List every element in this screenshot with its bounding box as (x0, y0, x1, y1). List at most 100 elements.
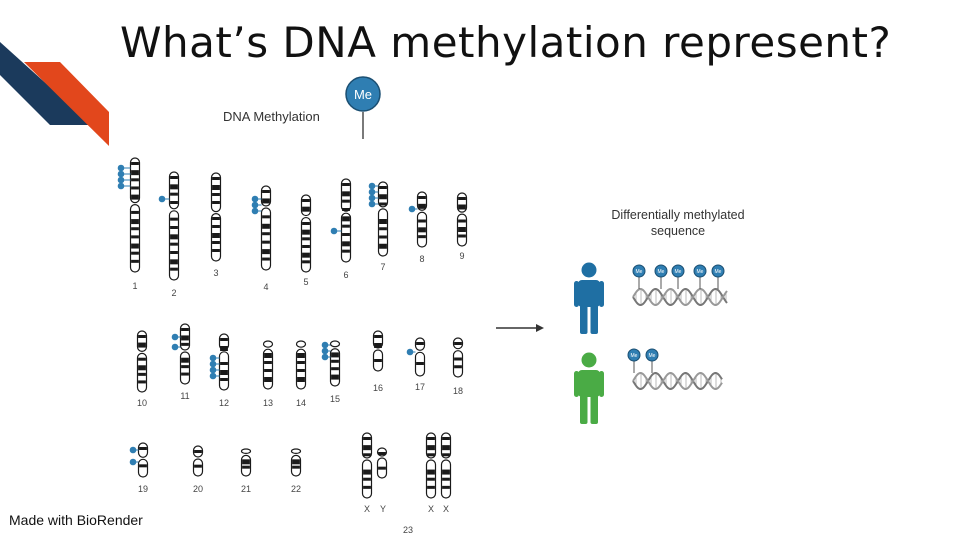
methyl-tag-icon (645, 348, 659, 362)
chromosome-3-band (212, 225, 220, 228)
chromosome-11-band (181, 357, 189, 363)
chromosome-3-band (212, 241, 220, 244)
chromosome-15-band (331, 359, 339, 363)
methyl-mark-icon (171, 343, 179, 351)
methyl-mark-icon (251, 195, 259, 203)
chromosome-6-band (342, 199, 350, 203)
chromosome-x-mid-band (427, 485, 435, 489)
chromosome-19 (129, 442, 149, 478)
chromosome-x-left-band (363, 445, 371, 451)
chromosome-18-q-arm (452, 350, 464, 378)
chromosome-13-band (264, 369, 272, 372)
person-green-icon (574, 352, 604, 424)
chromosome-10 (136, 330, 148, 393)
chromosome-14-band (297, 361, 305, 364)
chromosome-1-band (131, 186, 139, 190)
chromosome-6-band (342, 191, 350, 197)
chromosome-14 (295, 340, 307, 390)
chromosome-4-band (262, 232, 270, 236)
chromosome-5-band (302, 245, 310, 248)
chromosome-8-band (418, 227, 426, 233)
chromosome-11-band (181, 342, 189, 346)
chromosome-12 (209, 333, 230, 391)
chromosome-number-label: 20 (193, 484, 203, 494)
accent-orange-stripe (24, 62, 109, 146)
chromosome-1-band (131, 194, 139, 200)
chromosome-16-band (374, 343, 382, 348)
me-label: Me (354, 87, 372, 102)
sex-chromosome-label: X (428, 504, 434, 514)
chromosome-number-label: 18 (453, 386, 463, 396)
methyl-mark-icon (408, 205, 416, 213)
chromosome-number-label: 22 (291, 484, 301, 494)
chromosome-7-band (379, 186, 387, 189)
chromosome-x-left-band (363, 453, 371, 457)
chromosome-2-band (170, 259, 178, 265)
chromosome-9-band (458, 204, 466, 210)
chromosome-15 (321, 340, 341, 387)
methyl-mark-icon (117, 164, 125, 172)
methyl-mark-icon (251, 201, 259, 209)
chromosome-9-band (458, 197, 466, 200)
slide-title: What’s DNA methylation represent? (120, 18, 892, 67)
chromosome-22-band (292, 465, 300, 469)
chromosome-x-right-band (442, 485, 450, 489)
chromosome-16-band (374, 335, 382, 338)
methyl-mark-icon (321, 341, 329, 349)
chromosome-1-band (131, 170, 139, 176)
chromosome-x-mid-band (427, 477, 435, 481)
methyl-tag-icon (632, 264, 646, 278)
chromosome-8-band (418, 196, 426, 199)
chromosome-number-label: 17 (415, 382, 425, 392)
chromosome-x-right-band (442, 445, 450, 451)
chromosome-16 (372, 330, 384, 372)
chromosome-6-band (342, 233, 350, 236)
chromosome-20-band (194, 450, 202, 453)
chromosome-number-label: 3 (213, 268, 218, 278)
corner-accent-shape (0, 42, 109, 146)
chromosome-9-band (458, 234, 466, 238)
methyl-mark-icon (129, 446, 137, 454)
chromosome-number-label: 12 (219, 398, 229, 408)
chromosome-5-band (302, 222, 310, 225)
chromosome-18-band (454, 365, 462, 369)
chromosome-x-left-band (363, 437, 371, 440)
chromosome-4-band (262, 240, 270, 244)
chromosome-10-band (138, 365, 146, 371)
chromosome-21-p-arm (240, 448, 252, 455)
people-group: Me Me Me Me Me Me Me (574, 262, 728, 424)
chromosome-8 (408, 191, 428, 248)
chromosome-1 (117, 157, 141, 273)
chromosome-x-right (440, 432, 452, 499)
chromosome-1-band (131, 178, 139, 182)
chromosome-y (376, 447, 388, 479)
chromosome-3-band (212, 185, 220, 190)
chromosome-3-band (212, 249, 220, 252)
svg-text:Me: Me (649, 353, 656, 359)
chromosome-2-band (170, 267, 178, 271)
chromosome-12-band (220, 362, 228, 365)
methyl-mark-icon (117, 170, 125, 178)
chromosome-3 (210, 172, 222, 262)
chromosome-11-band (181, 365, 189, 369)
chromosome-number-label: 2 (171, 288, 176, 298)
chromosome-2-band (170, 192, 178, 196)
chromosome-x-left-band (363, 469, 371, 475)
footer-credit: Made with BioRender (9, 512, 143, 528)
chromosome-x-mid-band (427, 469, 435, 475)
chromosome-6-band (342, 249, 350, 253)
chromosome-14-band (297, 377, 305, 382)
chromosome-10-band (138, 335, 146, 338)
chromosome-1-band (131, 210, 139, 214)
svg-text:Me: Me (675, 269, 682, 275)
methyl-mark-icon (171, 333, 179, 341)
chromosome-2-band (170, 251, 178, 254)
chromosome-1-band (131, 227, 139, 231)
chromosome-7-q-arm (377, 208, 389, 257)
chromosome-x-right-band (442, 469, 450, 475)
chromosome-13-band (264, 353, 272, 358)
chromosome-13-band (264, 361, 272, 364)
chromosome-number-label: 1 (132, 281, 137, 291)
chromosome-9-band (458, 219, 466, 223)
methyl-mark-icon (321, 353, 329, 361)
